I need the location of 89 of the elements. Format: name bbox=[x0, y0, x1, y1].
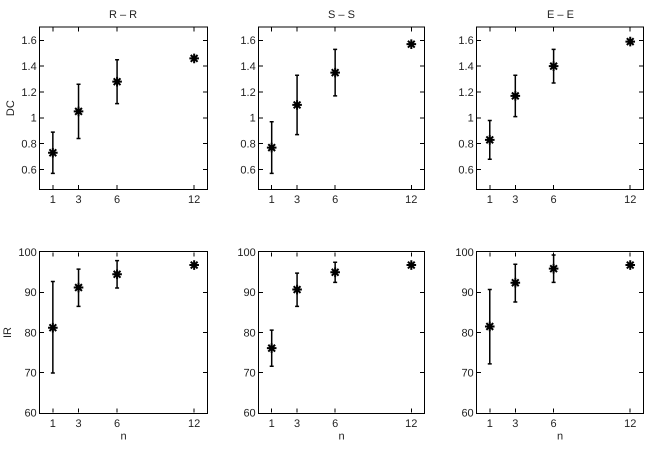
point bbox=[291, 99, 303, 111]
point bbox=[47, 146, 59, 159]
y-tick-label: 0.6 bbox=[458, 164, 474, 176]
y-tick-label: 1.4 bbox=[458, 61, 474, 74]
point bbox=[291, 284, 303, 296]
point bbox=[484, 320, 496, 332]
x-tick-label: 6 bbox=[550, 194, 557, 206]
y-tick-label: 0.8 bbox=[458, 138, 474, 151]
y-tick-label: 1.2 bbox=[240, 86, 256, 99]
y-axis-title: IR bbox=[2, 326, 14, 338]
x-tick-label: 6 bbox=[332, 418, 338, 430]
point bbox=[188, 259, 200, 271]
y-tick-label: 70 bbox=[243, 368, 256, 380]
point bbox=[111, 76, 123, 88]
y-tick-label: 1 bbox=[30, 112, 37, 125]
point bbox=[484, 134, 496, 146]
y-tick-label: 60 bbox=[24, 408, 37, 420]
point bbox=[548, 262, 560, 274]
point bbox=[624, 36, 636, 48]
y-tick-label: 1.6 bbox=[240, 35, 256, 48]
y-tick-label: 70 bbox=[461, 368, 474, 380]
x-tick-label: 1 bbox=[50, 418, 56, 430]
y-tick-label: 1.6 bbox=[458, 35, 474, 48]
x-tick-label: 3 bbox=[294, 418, 300, 430]
y-tick-label: 0.8 bbox=[240, 138, 256, 151]
y-tick-label: 90 bbox=[461, 287, 474, 300]
x-tick-label: 12 bbox=[405, 194, 418, 206]
x-tick-label: 12 bbox=[405, 418, 418, 430]
x-tick-label: 1 bbox=[268, 194, 275, 206]
y-tick-label: 1.4 bbox=[240, 61, 256, 74]
x-tick-label: 12 bbox=[188, 418, 200, 430]
y-tick-label: 0.8 bbox=[21, 138, 37, 151]
x-tick-label: 12 bbox=[624, 194, 636, 206]
point bbox=[329, 266, 341, 278]
y-tick-label: 100 bbox=[237, 247, 256, 260]
x-tick-label: 3 bbox=[512, 418, 518, 430]
y-tick-label: 60 bbox=[243, 408, 256, 420]
point bbox=[510, 276, 522, 289]
point bbox=[548, 60, 560, 72]
y-tick-label: 100 bbox=[455, 247, 474, 260]
point bbox=[188, 52, 200, 64]
y-tick-label: 80 bbox=[461, 327, 474, 340]
x-tick-label: 6 bbox=[114, 418, 120, 430]
point bbox=[47, 322, 59, 334]
point bbox=[624, 259, 636, 271]
x-tick-label: 1 bbox=[486, 418, 493, 430]
y-tick-label: 80 bbox=[24, 327, 37, 340]
x-tick-label: 1 bbox=[268, 418, 275, 430]
point bbox=[510, 90, 522, 102]
point bbox=[266, 342, 278, 354]
x-tick-label: 1 bbox=[50, 194, 56, 206]
y-tick-label: 1 bbox=[468, 112, 474, 125]
x-axis-title: n bbox=[556, 430, 564, 442]
x-tick-label: 6 bbox=[550, 418, 557, 430]
y-tick-label: 60 bbox=[461, 408, 474, 420]
x-axis-title: n bbox=[120, 430, 127, 442]
x-tick-label: 3 bbox=[512, 194, 518, 206]
point bbox=[266, 142, 278, 154]
x-tick-label: 3 bbox=[75, 418, 82, 430]
y-tick-label: 80 bbox=[243, 327, 256, 340]
x-tick-label: 12 bbox=[624, 418, 636, 430]
y-tick-label: 90 bbox=[24, 287, 37, 300]
x-tick-label: 6 bbox=[332, 194, 338, 206]
point bbox=[329, 66, 341, 78]
y-tick-label: 70 bbox=[24, 368, 37, 380]
point bbox=[406, 259, 418, 271]
x-tick-label: 6 bbox=[114, 194, 120, 206]
y-tick-label: 1.4 bbox=[21, 61, 37, 74]
point bbox=[111, 268, 123, 280]
y-tick-label: 90 bbox=[243, 287, 256, 300]
chart-title: R – R bbox=[109, 9, 138, 21]
y-tick-label: 1.2 bbox=[21, 86, 37, 99]
y-tick-label: 0.6 bbox=[21, 164, 37, 176]
chart-title: S – S bbox=[328, 9, 355, 21]
y-tick-label: 1 bbox=[250, 112, 256, 125]
x-tick-label: 3 bbox=[75, 194, 82, 206]
point bbox=[406, 38, 418, 50]
y-tick-label: 1.6 bbox=[21, 35, 37, 48]
x-tick-label: 3 bbox=[294, 194, 300, 206]
point bbox=[72, 282, 84, 294]
point bbox=[72, 106, 84, 118]
y-axis-title: DC bbox=[5, 100, 18, 116]
y-tick-label: 100 bbox=[18, 247, 37, 260]
x-axis-title: n bbox=[338, 430, 345, 442]
y-tick-label: 0.6 bbox=[240, 164, 256, 176]
y-tick-label: 1.2 bbox=[458, 86, 474, 99]
chart-title: E – E bbox=[547, 9, 574, 21]
x-tick-label: 12 bbox=[188, 194, 200, 206]
x-tick-label: 1 bbox=[486, 194, 493, 206]
